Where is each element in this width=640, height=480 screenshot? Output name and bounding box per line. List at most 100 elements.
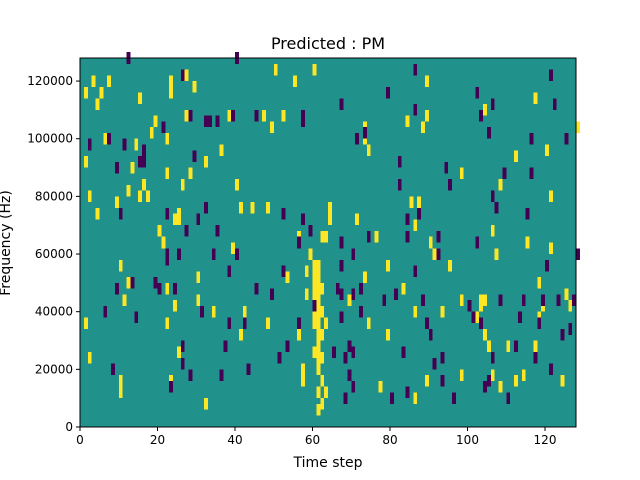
high-cell xyxy=(537,277,542,289)
x-tick-label: 20 xyxy=(150,433,165,447)
low-cell xyxy=(413,265,418,278)
high-cell xyxy=(514,150,518,162)
high-cell xyxy=(107,75,112,87)
low-cell xyxy=(440,352,445,364)
high-cell xyxy=(320,230,325,243)
high-cell xyxy=(227,109,232,122)
low-cell xyxy=(227,265,232,278)
low-cell xyxy=(176,248,181,260)
high-cell xyxy=(316,259,321,272)
high-cell xyxy=(459,369,464,381)
low-cell xyxy=(417,207,422,220)
low-cell xyxy=(529,167,534,180)
high-cell xyxy=(564,288,569,301)
low-cell xyxy=(560,328,565,341)
low-cell xyxy=(514,340,518,353)
low-cell xyxy=(219,369,224,381)
low-cell xyxy=(545,259,549,272)
low-cell xyxy=(452,392,456,404)
high-cell xyxy=(366,317,371,329)
low-cell xyxy=(153,277,158,289)
high-cell xyxy=(490,369,495,381)
high-cell xyxy=(312,317,317,329)
low-cell-group xyxy=(87,52,580,404)
high-cell xyxy=(424,375,429,387)
high-cell xyxy=(424,109,429,122)
low-cell xyxy=(157,282,162,295)
low-cell xyxy=(440,375,445,387)
low-cell xyxy=(397,156,402,168)
high-cell xyxy=(533,340,538,353)
low-cell xyxy=(339,311,344,324)
low-cell xyxy=(541,294,546,306)
high-cell xyxy=(494,248,499,260)
low-cell xyxy=(254,109,259,122)
low-cell xyxy=(297,236,301,249)
high-cell xyxy=(235,179,239,191)
low-cell xyxy=(475,236,480,249)
low-cell xyxy=(180,69,185,82)
high-cell xyxy=(316,317,321,329)
high-cell xyxy=(483,328,487,341)
high-cell xyxy=(320,282,325,295)
high-cell xyxy=(366,144,371,157)
high-cell xyxy=(180,179,185,191)
low-cell xyxy=(525,207,530,220)
high-cell xyxy=(347,294,352,306)
high-cell xyxy=(533,92,538,105)
high-cell xyxy=(103,132,108,145)
high-cell xyxy=(386,259,391,272)
low-cell xyxy=(359,305,363,318)
high-cell xyxy=(541,300,546,312)
high-cell xyxy=(138,190,143,203)
low-cell xyxy=(254,282,259,295)
low-cell xyxy=(413,104,418,116)
high-cell xyxy=(328,213,332,226)
low-cell xyxy=(114,161,119,174)
x-axis: 0 20 40 60 80 100 120 xyxy=(76,427,556,447)
low-cell xyxy=(397,179,402,191)
high-cell xyxy=(308,248,313,260)
low-cell xyxy=(486,375,491,387)
low-cell xyxy=(552,98,557,110)
high-cell xyxy=(211,305,216,318)
high-cell xyxy=(568,300,573,312)
low-cell xyxy=(494,202,499,214)
high-cell xyxy=(134,138,139,151)
low-cell xyxy=(339,288,344,301)
low-cell xyxy=(211,248,216,260)
low-cell xyxy=(347,340,352,353)
low-cell xyxy=(118,207,123,220)
high-cell xyxy=(138,92,143,105)
high-cell xyxy=(413,305,418,318)
high-cell xyxy=(126,277,131,289)
high-cell xyxy=(153,115,158,128)
low-cell xyxy=(281,207,286,220)
high-cell xyxy=(312,282,317,295)
high-cell xyxy=(126,184,131,197)
high-cell xyxy=(285,271,290,283)
low-cell xyxy=(114,282,119,295)
high-cell xyxy=(169,75,174,87)
high-cell xyxy=(130,161,135,174)
low-cell xyxy=(490,98,495,110)
low-cell xyxy=(405,230,410,243)
high-cell xyxy=(173,213,177,226)
high-cell xyxy=(281,109,286,122)
high-cell xyxy=(204,398,208,410)
low-cell xyxy=(111,363,115,376)
high-cell xyxy=(312,259,317,272)
high-cell xyxy=(386,328,391,341)
y-tick-label: 60000 xyxy=(35,247,73,261)
low-cell xyxy=(134,311,139,324)
x-tick-label: 80 xyxy=(382,433,397,447)
low-cell xyxy=(548,363,553,376)
low-cell xyxy=(235,248,239,260)
low-cell xyxy=(204,115,208,128)
low-cell xyxy=(312,300,317,312)
low-cell xyxy=(300,213,305,226)
high-cell xyxy=(238,202,243,214)
low-cell xyxy=(359,282,363,295)
high-cell xyxy=(83,86,88,99)
high-cell xyxy=(320,305,325,318)
